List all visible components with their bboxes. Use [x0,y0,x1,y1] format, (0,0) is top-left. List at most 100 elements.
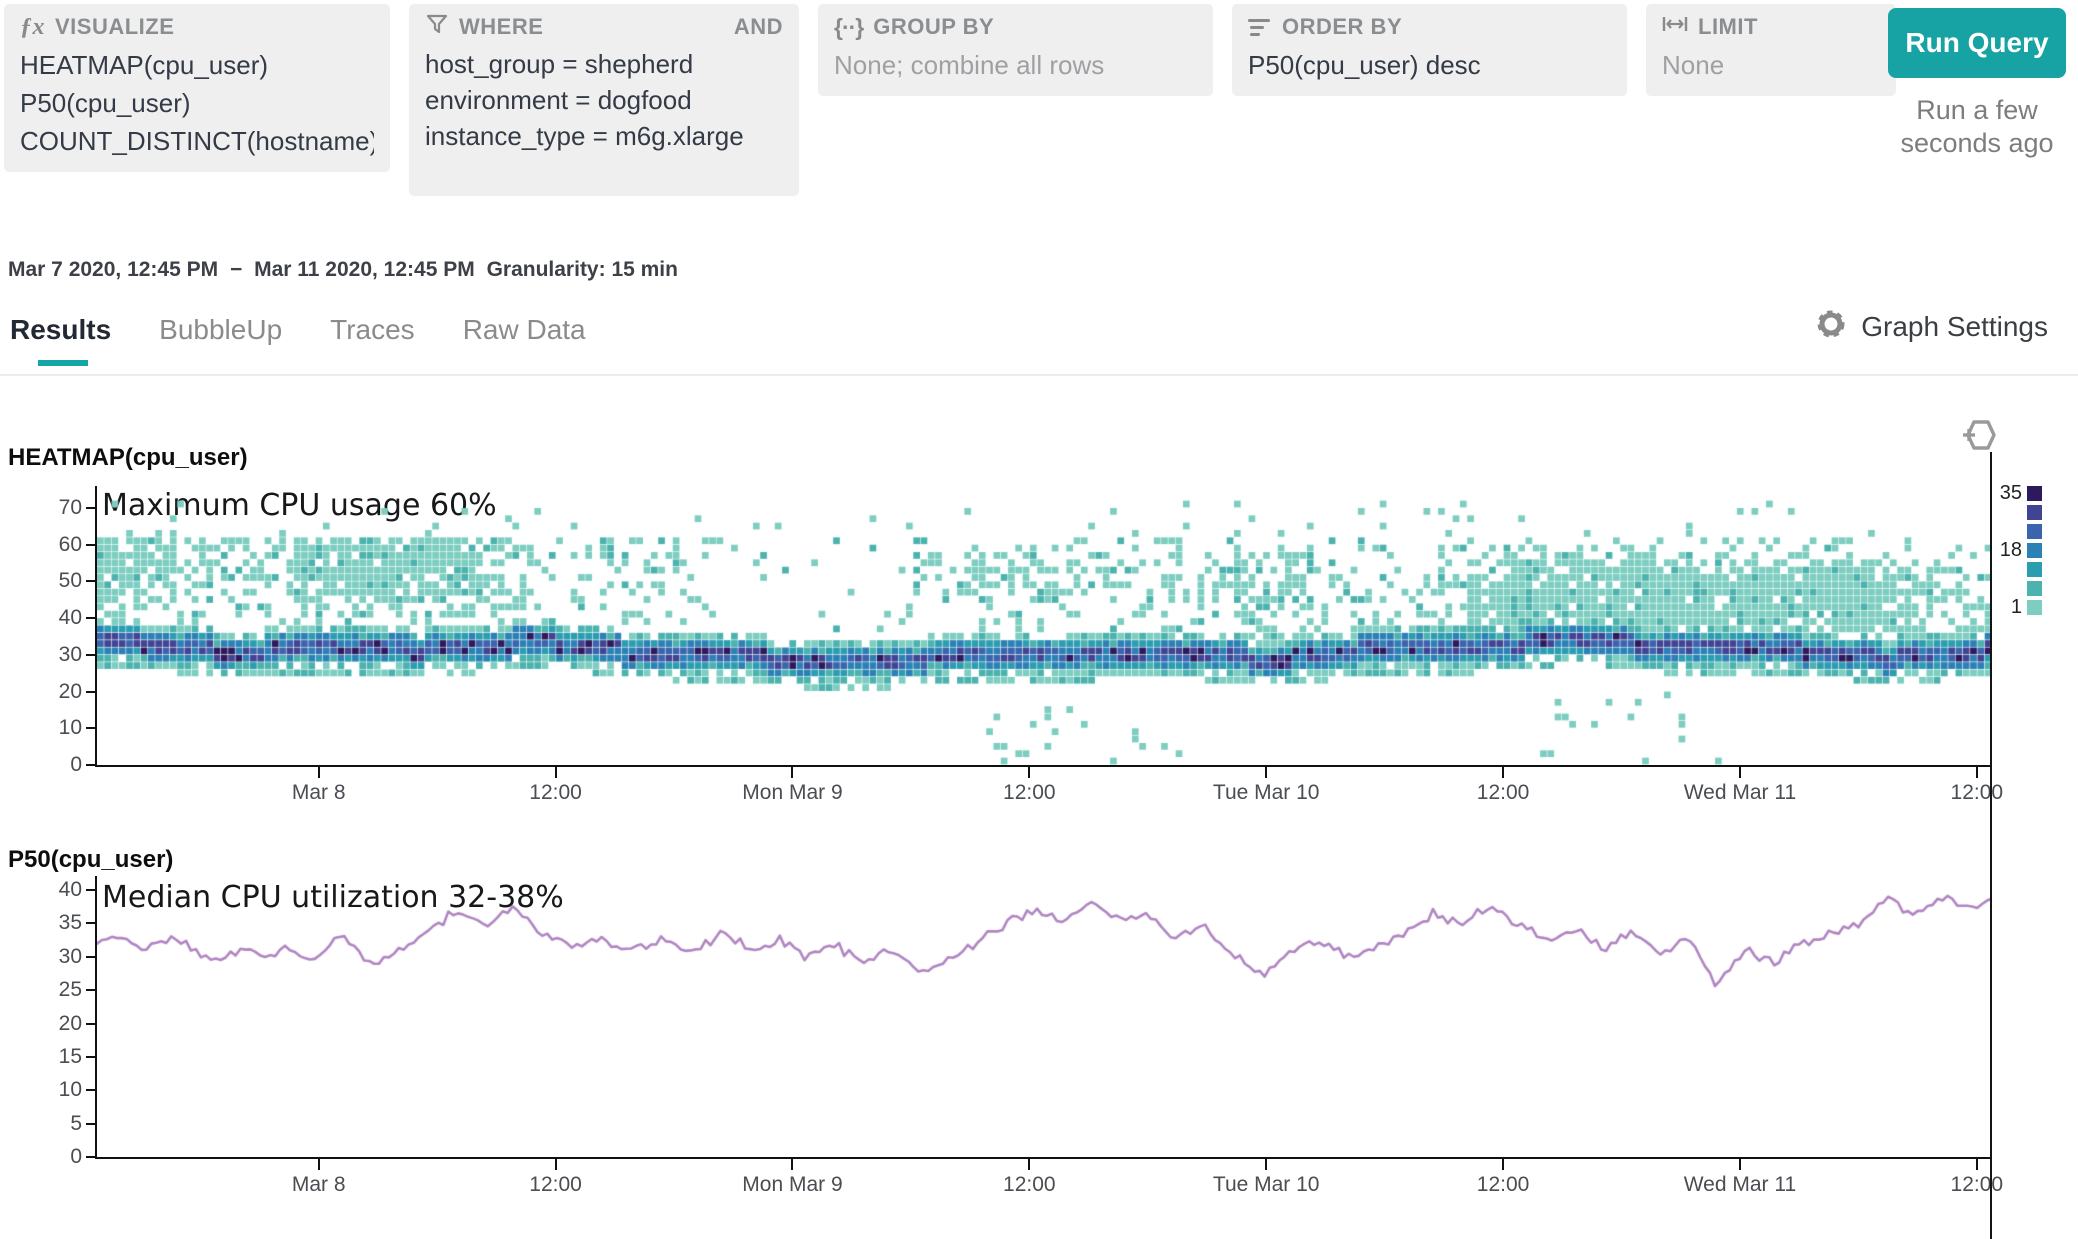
legend-row [1994,560,2042,579]
where-clause[interactable]: instance_type = m6g.xlarge [425,121,744,151]
y-tick-mark [86,1089,95,1092]
chart-crosshair-line[interactable] [1990,452,1992,1239]
group-by-label: GROUP BY [873,14,995,39]
y-tick-label: 5 [70,1111,82,1135]
tab-raw-data[interactable]: Raw Data [462,314,586,345]
legend-row [1994,522,2042,541]
y-tick-label: 15 [58,1044,82,1068]
braces-icon: {··} [834,13,864,40]
query-builder: ƒx VISUALIZE HEATMAP(cpu_user) P50(cpu_us… [4,4,1896,196]
line-x-axis [95,1157,1992,1159]
x-tick-label: Tue Mar 10 [1212,781,1320,804]
function-icon: ƒx [20,13,45,40]
x-tick-label: Mon Mar 9 [742,1173,843,1196]
x-tick-label: 12:00 [1476,1173,1530,1196]
y-tick-label: 20 [58,1011,82,1035]
y-tick-label: 30 [58,944,82,968]
x-tick-label: Mar 8 [291,781,346,804]
visualize-clause[interactable]: COUNT_DISTINCT(hostname) [20,126,374,156]
y-tick-label: 0 [70,753,82,776]
order-by-value[interactable]: P50(cpu_user) desc [1248,50,1481,80]
y-tick-mark [86,580,95,583]
y-tick-label: 10 [58,716,82,740]
legend-swatch [2027,505,2042,520]
x-tick-mark [1502,1159,1505,1170]
y-tick-mark [86,955,95,958]
y-tick-label: 40 [58,878,82,901]
time-range-end: Mar 11 2020, 12:45 PM [254,258,475,281]
x-tick-label: 12:00 [529,781,582,804]
time-range-start: Mar 7 2020, 12:45 PM [8,258,219,281]
tabs-row: Results BubbleUp Traces Raw Data Graph Sett… [0,300,2078,376]
legend-swatch [2027,600,2042,615]
x-tick-mark [1265,767,1268,778]
x-tick-mark [791,767,794,778]
limit-header: LIMIT [1662,14,1880,40]
run-query-status: Run a few seconds ago [1900,95,2054,158]
x-tick-label: Tue Mar 10 [1212,1173,1320,1196]
heatmap-x-axis [95,765,1992,767]
order-by-header: ORDER BY [1248,14,1611,40]
y-tick-mark [86,989,95,992]
time-range-header[interactable]: Mar 7 2020, 12:45 PM − Mar 11 2020, 12:4… [8,258,684,282]
where-clause[interactable]: host_group = shepherd [425,49,694,79]
run-query-column: Run Query Run a few seconds ago [1888,8,2066,160]
y-tick-label: 10 [58,1078,82,1102]
visualize-panel[interactable]: ƒx VISUALIZE HEATMAP(cpu_user) P50(cpu_us… [4,4,390,172]
heatmap-y-axis [95,486,97,766]
legend-swatch [2027,486,2042,501]
where-and-toggle[interactable]: AND [733,14,783,39]
y-tick-label: 25 [58,978,82,1002]
tabs: Results BubbleUp Traces Raw Data [10,314,586,366]
legend-row: 35 [1994,482,2042,504]
x-tick-label: 12:00 [1950,781,2004,804]
legend-row [1994,579,2042,598]
y-tick-label: 20 [58,679,82,703]
limit-panel[interactable]: LIMIT None [1646,4,1896,96]
x-tick-label: 12:00 [1003,781,1056,804]
x-tick-label: 12:00 [1950,1173,2004,1196]
order-by-panel[interactable]: ORDER BY P50(cpu_user) desc [1232,4,1627,96]
legend-row: 18 [1994,539,2042,561]
where-panel[interactable]: WHERE AND host_group = shepherd environme… [409,4,799,196]
group-by-value[interactable]: None; combine all rows [834,50,1105,80]
x-tick-mark [554,767,557,778]
y-tick-mark [86,1055,95,1058]
graph-settings-button[interactable]: Graph Settings [1815,308,2048,345]
graph-settings-label: Graph Settings [1861,310,2048,342]
y-tick-mark [86,617,95,620]
tab-bubbleup[interactable]: BubbleUp [159,314,283,345]
tab-traces[interactable]: Traces [330,314,415,345]
y-tick-mark [86,922,95,925]
legend-label: 18 [1999,539,2022,561]
legend-swatch [2027,581,2042,596]
tab-results[interactable]: Results [10,314,111,366]
x-tick-mark [1738,767,1741,778]
x-tick-mark [1028,1159,1031,1170]
heatmap-chart-title: HEATMAP(cpu_user) [8,444,248,471]
where-clause[interactable]: environment = dogfood [425,85,692,115]
heatmap-plot[interactable] [97,485,1992,766]
visualize-clause[interactable]: P50(cpu_user) [20,88,191,118]
sort-icon [1248,18,1272,36]
zoom-reset-icon[interactable] [1960,416,1998,459]
visualize-clause[interactable]: HEATMAP(cpu_user) [20,50,269,80]
x-tick-label: 12:00 [1476,781,1530,804]
x-tick-mark [1028,767,1031,778]
x-tick-mark [791,1159,794,1170]
x-tick-mark [1975,1159,1978,1170]
x-tick-mark [554,1159,557,1170]
group-by-panel[interactable]: {··} GROUP BY None; combine all rows [818,4,1213,96]
line-plot[interactable] [97,875,1992,1159]
x-tick-mark [317,767,320,778]
legend-label: 1 [2010,596,2022,618]
y-tick-mark [86,764,95,766]
limit-value[interactable]: None [1662,50,1725,80]
run-query-button[interactable]: Run Query [1888,8,2066,78]
y-tick-mark [86,690,95,693]
x-tick-mark [317,1159,320,1170]
line-y-axis [95,876,97,1157]
y-tick-mark [86,1122,95,1125]
y-tick-mark [86,543,95,546]
x-tick-label: 12:00 [529,1173,582,1196]
